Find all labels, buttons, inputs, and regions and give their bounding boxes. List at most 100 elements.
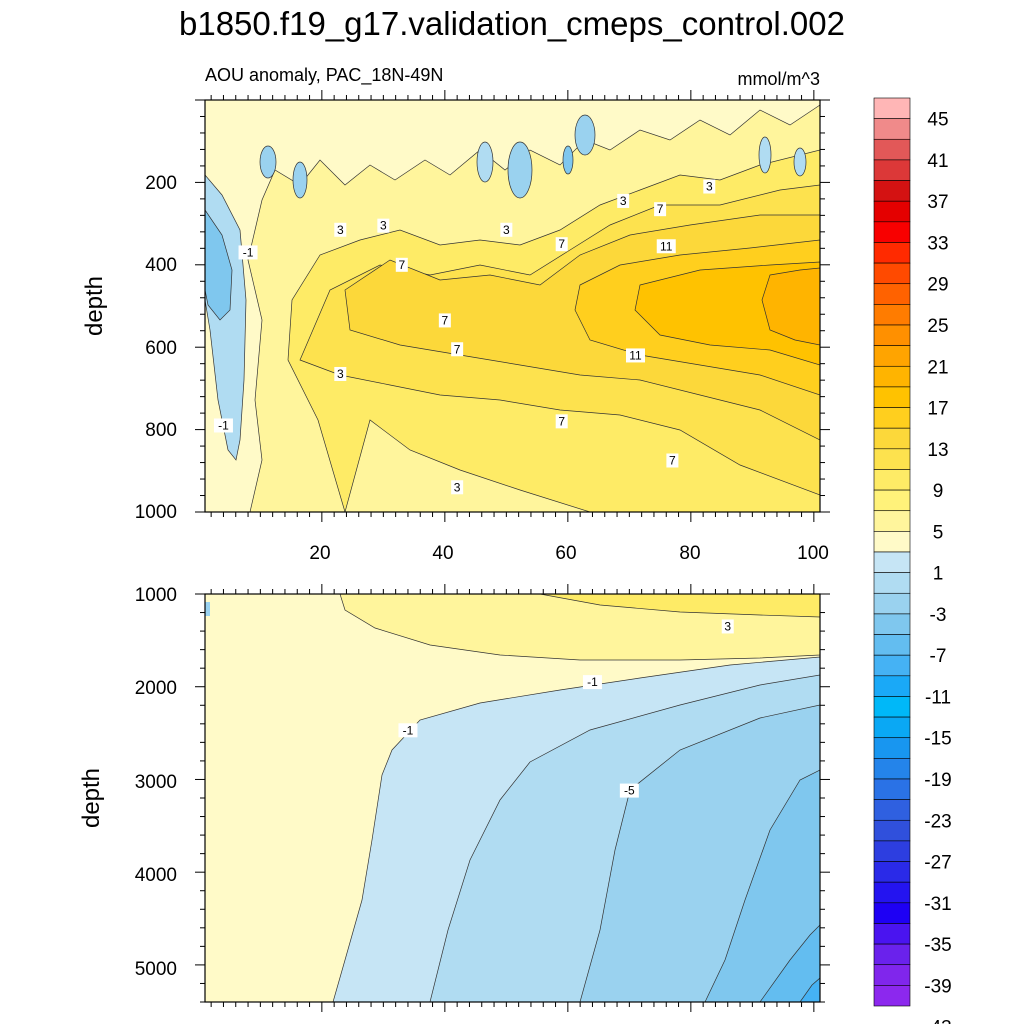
colorbar-label: 5: [933, 522, 944, 543]
contour-label: 3: [724, 619, 731, 633]
colorbar-label: 1: [933, 564, 944, 585]
colorbar-label: -3: [930, 605, 947, 626]
colorbar-swatch: [873, 758, 911, 780]
colorbar-label: 33: [927, 233, 948, 254]
upper-neg-patch-1: [259, 145, 277, 179]
contour-label: 3: [337, 223, 344, 237]
colorbar-label: -11: [925, 687, 951, 708]
contour-label-box: [654, 202, 667, 217]
upper-neg-patch-6: [562, 145, 574, 175]
lower-band-pos-3: [539, 594, 820, 618]
colorbar-label: -19: [924, 770, 951, 791]
colorbar-swatch: [873, 716, 911, 739]
lower-neg-corner: [205, 602, 210, 616]
colorbar-swatch: [873, 613, 911, 635]
contour-label-box: [619, 783, 639, 798]
colorbar-label: 37: [927, 192, 948, 213]
colorbar-swatch: [873, 365, 911, 388]
upper-ytick-400: 400: [145, 255, 177, 276]
xtick-20: 20: [309, 543, 330, 564]
upper-axis-ticks: [195, 90, 830, 522]
contour-label: -1: [218, 418, 229, 432]
upper-frame: [204, 99, 821, 513]
upper-ytick-200: 200: [145, 173, 177, 194]
lower-panel: depth 1000 2000 3000 4000 5000 3 -1 -1 -5: [78, 584, 830, 1012]
upper-ytick-800: 800: [145, 420, 177, 441]
contour-label-box: [703, 179, 716, 194]
contour-label-box: [377, 218, 390, 233]
contour-label-box: [451, 342, 464, 357]
colorbar-swatch: [873, 902, 911, 924]
colorbar-swatch: [873, 427, 911, 450]
colorbar-swatch: [873, 489, 911, 512]
contour-label: 3: [706, 180, 713, 194]
colorbar-label: 17: [927, 399, 948, 420]
colorbar-label: 21: [927, 357, 948, 378]
colorbar-swatch: [873, 242, 911, 264]
colorbar-swatch: [873, 469, 911, 491]
contour-label: 7: [442, 313, 449, 327]
upper-neg-patch-2: [292, 161, 308, 199]
contour-label: -1: [243, 245, 254, 259]
contour-label: 3: [620, 194, 627, 208]
figure-title: b1850.f19_g17.validation_cmeps_control.0…: [179, 5, 845, 42]
contour-label: -1: [403, 723, 414, 737]
upper-ylabel: depth: [81, 276, 108, 336]
contour-label: 7: [558, 414, 565, 428]
xtick-40: 40: [432, 543, 453, 564]
subtitle-left: AOU anomaly, PAC_18N-49N: [205, 65, 443, 86]
contour-label-box: [238, 245, 258, 260]
colorbar-swatch: [873, 180, 911, 202]
contour-label: 3: [380, 219, 387, 233]
colorbar-swatch: [873, 386, 911, 408]
contour-label-box: [617, 193, 630, 208]
contour-label-box: [555, 237, 568, 252]
colorbar-label: -23: [924, 811, 951, 832]
colorbar-swatch: [873, 551, 911, 573]
colorbar-swatch: [873, 881, 911, 904]
colorbar-label: -31: [924, 894, 951, 915]
contour-label-box: [721, 619, 734, 634]
lower-ytick-4000: 4000: [135, 865, 177, 886]
colorbar-swatch: [873, 634, 911, 656]
colorbar-swatch: [873, 840, 911, 862]
colorbar-label: -35: [924, 935, 951, 956]
colorbar-swatch: [873, 283, 911, 305]
lower-band-neg-9: [759, 924, 820, 1002]
colorbar-label: 25: [927, 316, 948, 337]
contour-label-box: [395, 257, 408, 272]
lower-contour-labels: 3 -1 -1 -5: [398, 619, 734, 798]
contour-label: 7: [657, 202, 664, 216]
colorbar-label: -15: [924, 729, 951, 750]
contour-label-box: [666, 453, 679, 468]
colorbar-swatch: [873, 97, 911, 119]
upper-neg-patch-8: [793, 147, 807, 177]
contour-label: 3: [454, 480, 461, 494]
contour-label: 7: [558, 237, 565, 251]
colorbar-label: 13: [927, 440, 948, 461]
contour-label: 3: [337, 367, 344, 381]
lower-band-neg-11: [799, 977, 820, 1002]
colorbar-swatch: [873, 819, 911, 842]
xtick-60: 60: [555, 543, 576, 564]
contour-label-box: [398, 723, 418, 738]
colorbar-swatch: [873, 799, 911, 821]
colorbar-swatch: [873, 345, 911, 367]
colorbar-swatch: [873, 531, 911, 553]
colorbar-swatch: [873, 304, 911, 326]
colorbar-swatch: [873, 510, 911, 532]
colorbar-label: -39: [924, 976, 951, 997]
colorbar-label: 45: [927, 110, 948, 131]
contour-label: 3: [503, 223, 510, 237]
colorbar-swatch: [873, 407, 911, 429]
colorbar-swatch: [873, 737, 911, 759]
colorbar-swatch: [873, 221, 911, 243]
contour-label-box: [656, 239, 676, 254]
upper-band-13: [761, 267, 820, 346]
lower-ytick-2000: 2000: [135, 678, 177, 699]
lower-axis-ticks: [195, 584, 830, 1012]
colorbar-label: -43: [924, 1018, 951, 1024]
upper-ytick-600: 600: [145, 338, 177, 359]
colorbar-swatch: [873, 964, 911, 986]
upper-neg-patch-4: [507, 141, 533, 199]
